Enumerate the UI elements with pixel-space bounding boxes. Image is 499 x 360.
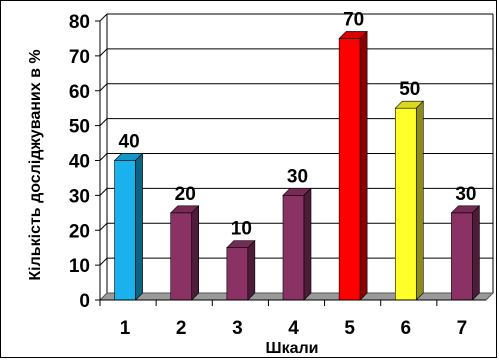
x-tick-label: 7 (457, 318, 468, 339)
x-tick-label: 3 (232, 318, 243, 339)
y-tick-label: 50 (69, 117, 90, 138)
bar-side (415, 100, 424, 301)
bar (113, 152, 144, 301)
x-tick-label: 4 (288, 318, 299, 339)
x-tick-label: 6 (400, 318, 411, 339)
x-tick-label: 2 (176, 318, 187, 339)
bar-side (135, 152, 143, 301)
bar-side (303, 187, 312, 301)
bars (113, 30, 481, 301)
y-axis: 0 10 20 30 40 50 60 70 80 (69, 12, 101, 312)
bar (338, 30, 368, 301)
bar-side (247, 239, 256, 301)
y-tick-label: 10 (69, 256, 90, 277)
gridline-side (99, 153, 108, 161)
bar (282, 187, 312, 301)
y-tick-label: 20 (69, 221, 90, 242)
data-label: 70 (343, 9, 364, 30)
y-axis-title: Кількість досліджуваних в % (27, 49, 44, 280)
y-tick-label: 40 (69, 152, 90, 173)
bar-front (394, 107, 417, 301)
y-tick-label: 70 (69, 47, 90, 68)
y-tick-label: 0 (79, 291, 90, 312)
bar-side (191, 205, 200, 301)
gridline-side (99, 222, 108, 231)
x-tick-label: 5 (344, 318, 355, 339)
bar-front (451, 212, 473, 301)
bar-front (226, 247, 249, 301)
data-labels: 40 20 10 30 70 50 30 (119, 9, 477, 239)
bar-side (472, 205, 480, 301)
bar (169, 205, 200, 301)
bar (226, 239, 256, 301)
x-axis: 1 2 3 4 5 6 7 (99, 299, 486, 339)
gridline-side (99, 257, 108, 266)
bar-front (282, 195, 305, 301)
x-axis-title: Шкали (266, 340, 319, 357)
data-label: 30 (287, 166, 308, 187)
data-label: 30 (455, 184, 476, 205)
gridline-side (99, 48, 108, 57)
bar (394, 100, 425, 301)
y-tick-label: 80 (69, 12, 90, 33)
bar (450, 205, 481, 301)
bar-side (359, 30, 368, 301)
data-label: 10 (231, 219, 252, 240)
gridline-side (99, 118, 108, 126)
gridline-side (99, 83, 108, 92)
bar-front (170, 212, 193, 301)
data-label: 20 (175, 184, 196, 205)
x-tick-label: 1 (120, 318, 131, 339)
gridline-side (99, 188, 108, 196)
bar-front (114, 160, 136, 301)
bar-front (338, 38, 361, 301)
y-tick-label: 60 (69, 82, 90, 103)
data-label: 50 (399, 79, 420, 100)
y-tick-label: 30 (69, 186, 90, 207)
gridline-side (99, 13, 108, 22)
data-label: 40 (119, 132, 140, 153)
